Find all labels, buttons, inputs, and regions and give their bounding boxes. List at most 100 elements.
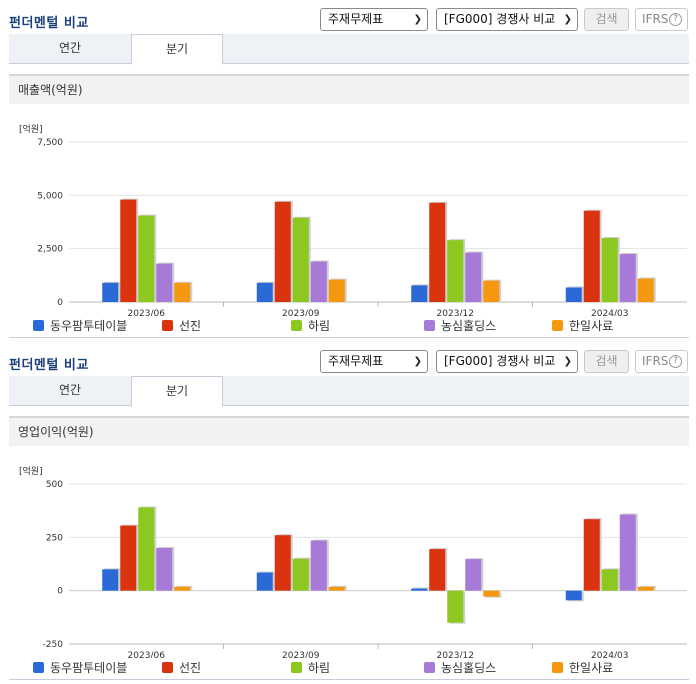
x-tick-label: 2023/12	[437, 309, 474, 316]
x-tick-label: 2023/12	[437, 651, 474, 658]
search-button[interactable]: 검색	[584, 350, 629, 373]
bar	[328, 586, 345, 591]
tab-annual[interactable]: 연간	[58, 383, 82, 397]
unit-label: [억원]	[19, 465, 43, 477]
legend-swatch	[162, 662, 173, 673]
metric-title: 매출액(억원)	[9, 74, 689, 104]
ifrs-button[interactable]: IFRS?	[635, 350, 688, 373]
legend-item[interactable]: 동우팜투테이블	[33, 319, 127, 333]
bar	[637, 586, 654, 591]
statement-select-value: 주재무제표	[328, 12, 384, 26]
bar	[328, 279, 345, 302]
legend-label: 동우팜투테이블	[50, 319, 128, 333]
statement-select[interactable]: 주재무제표 ❯	[320, 8, 428, 31]
legend-item[interactable]: 동우팜투테이블	[33, 661, 127, 675]
legend-swatch	[33, 662, 44, 673]
tab-quarterly[interactable]: 분기	[131, 34, 223, 65]
legend-item[interactable]: 선진	[162, 319, 201, 333]
x-tick-label: 2024/03	[591, 309, 628, 316]
ifrs-button[interactable]: IFRS?	[635, 8, 688, 31]
ifrs-label: IFRS	[642, 12, 669, 26]
legend-item[interactable]: 농심홀딩스	[424, 319, 496, 333]
x-tick-label: 2023/06	[128, 309, 166, 316]
bar	[447, 590, 464, 623]
help-icon[interactable]: ?	[669, 13, 682, 26]
bar	[619, 254, 636, 302]
bar	[411, 285, 428, 302]
legend-label: 동우팜투테이블	[50, 661, 128, 675]
x-tick-label: 2023/06	[128, 651, 166, 658]
bar	[429, 202, 446, 302]
y-tick-label: 2,500	[37, 245, 63, 255]
x-tick-label: 2023/09	[282, 651, 320, 658]
bar	[601, 238, 618, 302]
legend-swatch	[552, 662, 563, 673]
bar	[102, 569, 119, 591]
bar	[156, 263, 173, 302]
bar	[411, 588, 428, 591]
bar	[429, 549, 446, 591]
bar	[619, 514, 636, 591]
legend-label: 한일사료	[569, 661, 614, 675]
legend-label: 선진	[179, 661, 202, 675]
bar	[483, 280, 500, 302]
compare-select[interactable]: [FG000] 경쟁사 비교 ❯	[436, 8, 578, 31]
legend-swatch	[291, 320, 302, 331]
panel-header: 펀더멘털 비교 주재무제표 ❯ [FG000] 경쟁사 비교 ❯ 검색 IFRS?	[0, 342, 696, 376]
panel-title: 펀더멘털 비교	[9, 358, 89, 373]
bar	[274, 535, 291, 591]
help-icon[interactable]: ?	[669, 355, 682, 368]
y-tick-label: 0	[57, 298, 63, 308]
bar	[138, 215, 155, 302]
legend-label: 한일사료	[569, 319, 614, 333]
legend-label: 선진	[179, 319, 202, 333]
chart-legend: 동우팜투테이블 선진 하림 농심홀딩스 한일사료	[9, 317, 689, 335]
tab-quarterly[interactable]: 분기	[131, 376, 223, 407]
legend-item[interactable]: 농심홀딩스	[424, 661, 496, 675]
bar	[292, 217, 309, 302]
chart-legend: 동우팜투테이블 선진 하림 농심홀딩스 한일사료	[9, 659, 689, 677]
period-tabs: 연간 분기	[9, 34, 689, 65]
statement-select[interactable]: 주재무제표 ❯	[320, 350, 428, 373]
legend-swatch	[424, 662, 435, 673]
y-tick-label: 5,000	[37, 191, 63, 201]
legend-item[interactable]: 하림	[291, 661, 330, 675]
y-tick-label: 0	[57, 587, 63, 597]
legend-item[interactable]: 한일사료	[552, 319, 613, 333]
compare-select[interactable]: [FG000] 경쟁사 비교 ❯	[436, 350, 578, 373]
bar	[483, 590, 500, 597]
bar	[583, 519, 600, 591]
legend-label: 농심홀딩스	[441, 319, 497, 333]
bar	[174, 282, 191, 302]
legend-label: 농심홀딩스	[441, 661, 497, 675]
compare-select-value: [FG000] 경쟁사 비교	[444, 354, 556, 368]
bar	[637, 278, 654, 302]
bar	[120, 199, 137, 302]
fundamental-panel-operating-profit: 펀더멘털 비교 주재무제표 ❯ [FG000] 경쟁사 비교 ❯ 검색 IFRS? …	[0, 342, 696, 680]
operating-profit-chart-svg: [억원] -250 0 250 500 2023/06 2023/09 2023/12 2024…	[19, 465, 687, 661]
metric-title: 영업이익(억원)	[9, 416, 689, 446]
bar	[565, 287, 582, 302]
operating-profit-chart: [억원] -250 0 250 500 2023/06 2023/09 2023/12 2024…	[9, 446, 689, 680]
bar	[601, 569, 618, 591]
tab-annual[interactable]: 연간	[58, 41, 82, 55]
statement-select-value: 주재무제표	[328, 354, 384, 368]
legend-swatch	[162, 320, 173, 331]
bar	[156, 548, 173, 591]
bar	[174, 586, 191, 591]
y-tick-label: 7,500	[37, 138, 63, 148]
period-tabs: 연간 분기	[9, 376, 689, 407]
legend-item[interactable]: 한일사료	[552, 661, 613, 675]
bar	[583, 210, 600, 302]
bar	[310, 261, 327, 302]
x-tick-label: 2024/03	[591, 651, 628, 658]
chevron-down-icon: ❯	[563, 14, 572, 25]
legend-swatch	[552, 320, 563, 331]
chevron-down-icon: ❯	[413, 356, 422, 367]
panel-header: 펀더멘털 비교 주재무제표 ❯ [FG000] 경쟁사 비교 ❯ 검색 IFRS?	[0, 0, 696, 34]
search-button[interactable]: 검색	[584, 8, 629, 31]
legend-item[interactable]: 선진	[162, 661, 201, 675]
revenue-chart-svg: [억원] 0 2,500 5,000 7,500 2023/06 2023/09 2023/1…	[19, 123, 687, 319]
x-tick-label: 2023/09	[282, 309, 320, 316]
legend-item[interactable]: 하림	[291, 319, 330, 333]
